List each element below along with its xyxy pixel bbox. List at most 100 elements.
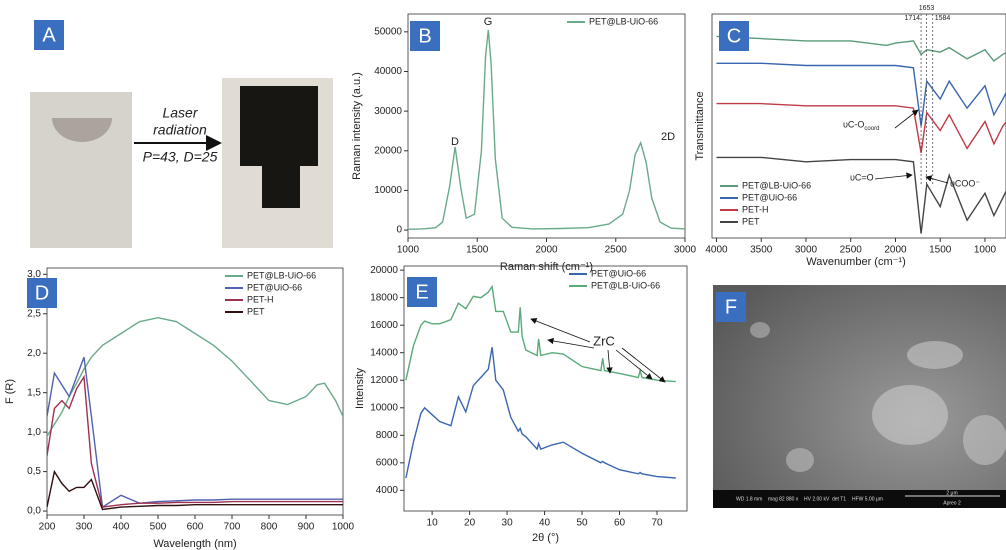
sem-info: HV 2.00 kV <box>804 496 830 502</box>
plot-frame <box>407 13 686 239</box>
legend-label: PET@LB-UiO-66 <box>742 180 811 190</box>
plot-area <box>716 35 1006 234</box>
series-line <box>716 62 1006 127</box>
x-axis-label: Wavelength (nm) <box>153 538 236 550</box>
annotation-arrow <box>874 172 913 180</box>
series-line <box>47 374 343 508</box>
y-axis-label: Intensity <box>354 368 366 409</box>
x-tick-label: 600 <box>187 522 204 533</box>
panel-label: D <box>35 282 49 304</box>
y-tick-label: 10000 <box>374 185 402 196</box>
y-tick-label: 40000 <box>374 66 402 77</box>
annotation-arrow <box>615 349 653 380</box>
x-tick-label: 300 <box>76 522 93 533</box>
annotation: ZrC <box>593 333 615 348</box>
x-tick-label: 70 <box>651 518 663 529</box>
series-line <box>47 316 343 437</box>
annotation-arrow <box>547 337 595 349</box>
y-tick-label: 3,0 <box>27 269 41 280</box>
x-axis-label: Raman shift (cm⁻¹) <box>500 261 593 273</box>
y-tick-label: 2,0 <box>27 348 41 359</box>
series-line <box>405 284 676 383</box>
x-axis-label: 2θ (°) <box>532 532 559 544</box>
legend-label: PET@LB-UiO-66 <box>589 16 658 26</box>
panel-label-box <box>410 21 440 51</box>
y-tick-label: 2,5 <box>27 308 41 319</box>
sem-footer <box>713 490 1006 508</box>
y-tick-label: 18000 <box>370 292 398 303</box>
plot-frame <box>403 265 688 512</box>
marker-label: 1584 <box>935 15 951 22</box>
x-tick-label: 500 <box>150 522 167 533</box>
annotation-arrow <box>530 318 591 343</box>
x-tick-label: 400 <box>113 522 130 533</box>
legend-label: PET@UiO-66 <box>591 268 646 278</box>
panel-label-box <box>719 21 749 51</box>
legend-label: PET <box>247 306 265 316</box>
y-tick-label: 30000 <box>374 106 402 117</box>
panel-label: A <box>42 24 56 46</box>
x-tick-label: 1500 <box>929 245 952 256</box>
marker-label: 1653 <box>919 5 935 12</box>
x-tick-label: 1000 <box>397 245 420 256</box>
plot-frame <box>46 267 344 516</box>
x-tick-label: 1000 <box>974 245 997 256</box>
panel-f: F WD 1.8 mm mag 82 880 x HV 2.00 kV det … <box>713 285 1006 508</box>
y-axis-label: Transmittance <box>694 91 706 160</box>
panel-label-box <box>407 277 437 307</box>
annotation: υC-Ocoord <box>843 119 879 131</box>
annotation-arrow <box>621 347 666 383</box>
series-line <box>716 35 1006 62</box>
x-tick-label: 30 <box>502 518 514 529</box>
y-tick-label: 10000 <box>370 402 398 413</box>
sem-particle <box>786 448 814 472</box>
arrow-text: P=43, D=25 <box>143 149 218 165</box>
plot-area <box>47 316 343 511</box>
x-tick-label: 800 <box>261 522 278 533</box>
panel-label-box <box>716 292 746 322</box>
x-tick-label: 60 <box>614 518 626 529</box>
x-axis-label: Wavenumber (cm⁻¹) <box>806 256 906 268</box>
y-tick-label: 20000 <box>370 265 398 276</box>
x-tick-label: 3500 <box>750 245 773 256</box>
sem-info: HFW 5.00 μm <box>852 496 883 502</box>
legend-label: PET@UiO-66 <box>742 192 797 202</box>
x-tick-label: 3000 <box>795 245 818 256</box>
panel-label: E <box>415 281 428 303</box>
y-axis-label: Raman intensity (a.u.) <box>351 72 363 180</box>
y-tick-label: 4000 <box>376 485 399 496</box>
annotation-arrow <box>606 349 613 374</box>
sem-image <box>713 285 1006 508</box>
sem-info: mag 82 880 x <box>768 496 799 502</box>
x-tick-label: 2000 <box>884 245 907 256</box>
arrow-text: Laser <box>162 105 198 121</box>
annotation-arrow <box>925 175 949 184</box>
peak-label: 2D <box>661 131 675 143</box>
legend-label: PET@LB-UiO-66 <box>247 270 316 280</box>
x-tick-label: 20 <box>464 518 476 529</box>
series-line <box>405 347 676 479</box>
x-tick-label: 900 <box>298 522 315 533</box>
sem-info: Apreo 2 <box>943 500 961 506</box>
annotation: υCOO⁻ <box>950 178 980 188</box>
sem-info: WD 1.8 mm <box>736 496 762 502</box>
x-tick-label: 4000 <box>705 245 728 256</box>
y-tick-label: 1,0 <box>27 427 41 438</box>
annotation-sub: coord <box>864 126 879 132</box>
sem-info: det T1 <box>832 496 846 502</box>
legend-label: PET <box>742 216 760 226</box>
series-line <box>716 102 1006 154</box>
y-tick-label: 1,5 <box>27 387 41 398</box>
y-tick-label: 0,0 <box>27 506 41 517</box>
x-tick-label: 10 <box>427 518 439 529</box>
sem-particle <box>750 322 770 338</box>
scale-label: 2 μm <box>946 490 957 496</box>
series-line <box>408 29 685 230</box>
sem-particle <box>872 385 948 445</box>
plot-area <box>408 29 685 230</box>
panel-label: B <box>418 25 431 47</box>
photo-before <box>30 92 132 248</box>
y-tick-label: 16000 <box>370 320 398 331</box>
plot-area <box>405 284 676 479</box>
